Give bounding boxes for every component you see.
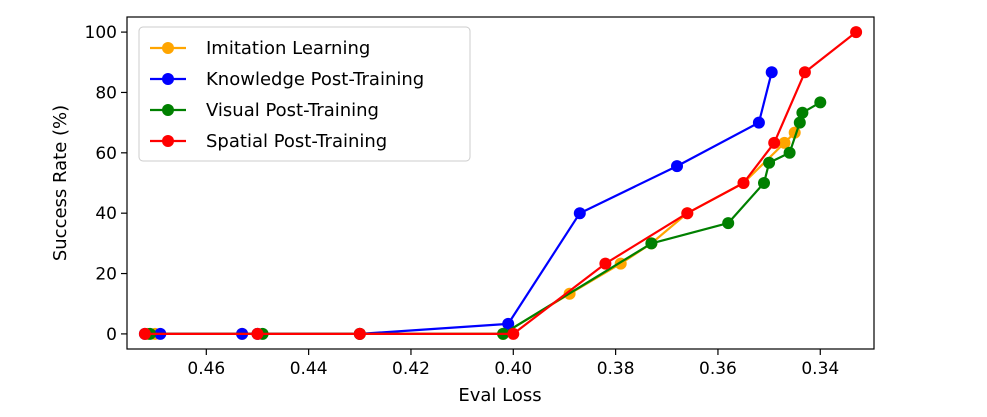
legend-label: Imitation Learning: [206, 38, 370, 59]
data-point: [796, 106, 809, 119]
data-point: [138, 327, 151, 340]
legend-marker: [162, 42, 174, 54]
data-point: [507, 327, 520, 340]
legend: Imitation Learning Knowledge Post-Trainin…: [138, 26, 471, 162]
data-point: [353, 327, 366, 340]
y-tick-label: 80: [95, 83, 117, 103]
plot-frame: [126, 16, 875, 350]
data-point: [814, 96, 827, 109]
data-point: [251, 327, 264, 340]
x-tick-label: 0.44: [290, 359, 328, 379]
legend-marker: [162, 135, 174, 147]
x-axis-ticks: 0.46 0.44 0.42 0.40 0.38 0.36 0.34: [187, 349, 839, 379]
legend-label: Spatial Post-Training: [206, 131, 387, 152]
data-point: [768, 136, 781, 149]
y-tick-label: 100: [85, 23, 117, 43]
data-point: [765, 66, 778, 79]
x-tick-label: 0.40: [494, 359, 532, 379]
data-point: [502, 317, 515, 330]
x-tick-label: 0.42: [392, 359, 430, 379]
legend-marker: [162, 104, 174, 116]
data-point: [737, 177, 750, 189]
y-axis-ticks: 0 20 40 60 80 100: [85, 23, 127, 345]
y-tick-label: 40: [95, 204, 117, 224]
x-axis-title: Eval Loss: [458, 385, 541, 406]
data-point: [599, 257, 612, 270]
legend-box: [138, 26, 471, 162]
y-tick-label: 60: [95, 144, 117, 164]
data-point: [573, 207, 586, 220]
x-tick-label: 0.36: [699, 359, 737, 379]
legend-marker: [162, 73, 174, 85]
data-point: [778, 136, 791, 149]
y-tick-label: 20: [95, 265, 117, 285]
series-line-3: [144, 31, 857, 335]
y-tick-label: 0: [106, 325, 117, 345]
series-line-0: [147, 131, 796, 335]
x-tick-label: 0.38: [597, 359, 635, 379]
data-point: [793, 116, 806, 129]
series-layer: [138, 26, 863, 340]
data-point: [850, 26, 863, 39]
data-point: [645, 237, 658, 250]
data-point: [798, 66, 811, 79]
data-point: [783, 146, 796, 159]
legend-label: Knowledge Post-Training: [206, 69, 424, 90]
data-point: [722, 217, 735, 230]
x-tick-label: 0.46: [187, 359, 225, 379]
data-point: [758, 177, 770, 189]
data-point: [763, 156, 776, 169]
data-point: [752, 116, 765, 129]
data-point: [671, 160, 683, 173]
x-tick-label: 0.34: [801, 359, 839, 379]
y-axis-title: Success Rate (%): [50, 105, 71, 261]
data-point: [681, 207, 694, 220]
legend-label: Visual Post-Training: [206, 100, 379, 121]
